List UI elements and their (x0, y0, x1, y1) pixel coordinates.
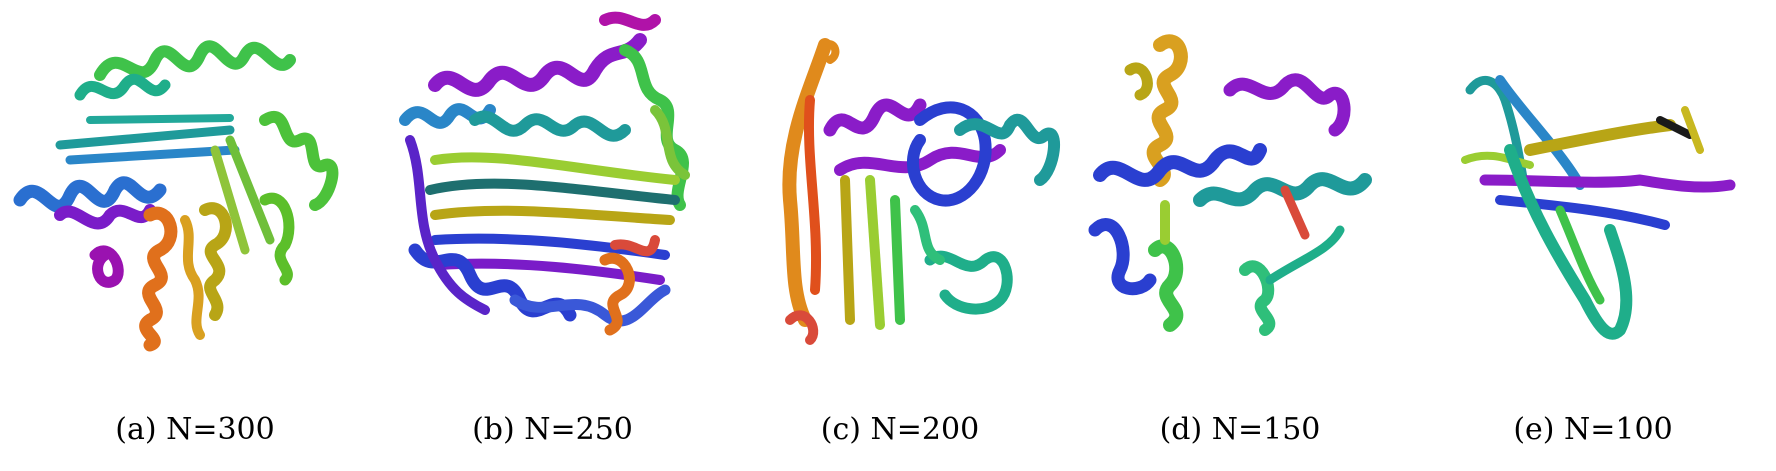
protein-structure-a-image (13, 40, 339, 352)
panel-b: (b) N=250 (375, 0, 730, 471)
caption-d: (d) N=150 (1159, 412, 1321, 447)
caption-b: (b) N=250 (472, 412, 633, 447)
protein-structure-d-image (1088, 34, 1372, 336)
panel-a: (a) N=300 (0, 0, 390, 471)
panel-c: (c) N=200 (730, 0, 1070, 471)
panel-d: (d) N=150 (1070, 0, 1410, 471)
caption-c: (c) N=200 (820, 412, 980, 447)
panel-e: (e) N=100 (1410, 0, 1776, 471)
caption-e: (e) N=100 (1513, 412, 1673, 447)
protein-structure-b-image (399, 11, 690, 336)
caption-a: (a) N=300 (115, 412, 275, 447)
protein-structure-c-image (782, 38, 1061, 345)
protein-structure-e-image (1461, 75, 1736, 340)
